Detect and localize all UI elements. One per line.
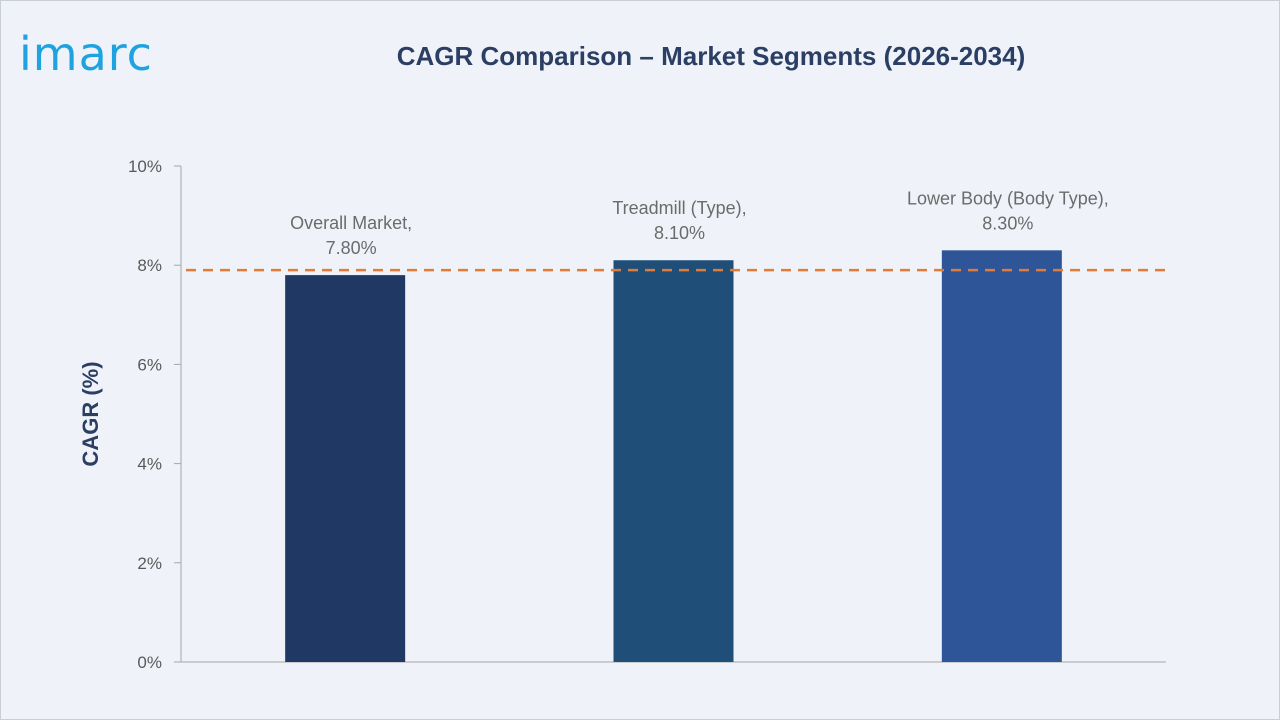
data-label-value: 8.10% <box>654 223 705 243</box>
y-tick-label: 6% <box>137 355 162 374</box>
y-axis-label: CAGR (%) <box>78 361 103 466</box>
data-label-value: 8.30% <box>982 213 1033 233</box>
data-label-value: 7.80% <box>326 238 377 258</box>
y-tick-label: 2% <box>137 554 162 573</box>
data-label-category: Overall Market, <box>290 213 412 233</box>
chart-axes: 0% 2% 4% 6% 8% 10% <box>128 157 1166 672</box>
y-tick-label: 0% <box>137 653 162 672</box>
chart-title: CAGR Comparison – Market Segments (2026-… <box>396 41 1026 71</box>
bar <box>941 250 1062 662</box>
y-tick-label: 8% <box>137 256 162 275</box>
data-label-category: Treadmill (Type), <box>612 198 746 218</box>
y-tick-label: 4% <box>137 455 162 474</box>
bar <box>613 260 734 662</box>
data-label-category: Lower Body (Body Type), <box>907 188 1109 208</box>
imarc-logo: imarc <box>19 27 153 81</box>
chart-bars <box>285 250 1062 662</box>
data-labels: Overall Market, 7.80% Treadmill (Type), 8.1… <box>290 188 1109 258</box>
bar <box>285 275 406 662</box>
y-tick-label: 10% <box>128 157 162 176</box>
